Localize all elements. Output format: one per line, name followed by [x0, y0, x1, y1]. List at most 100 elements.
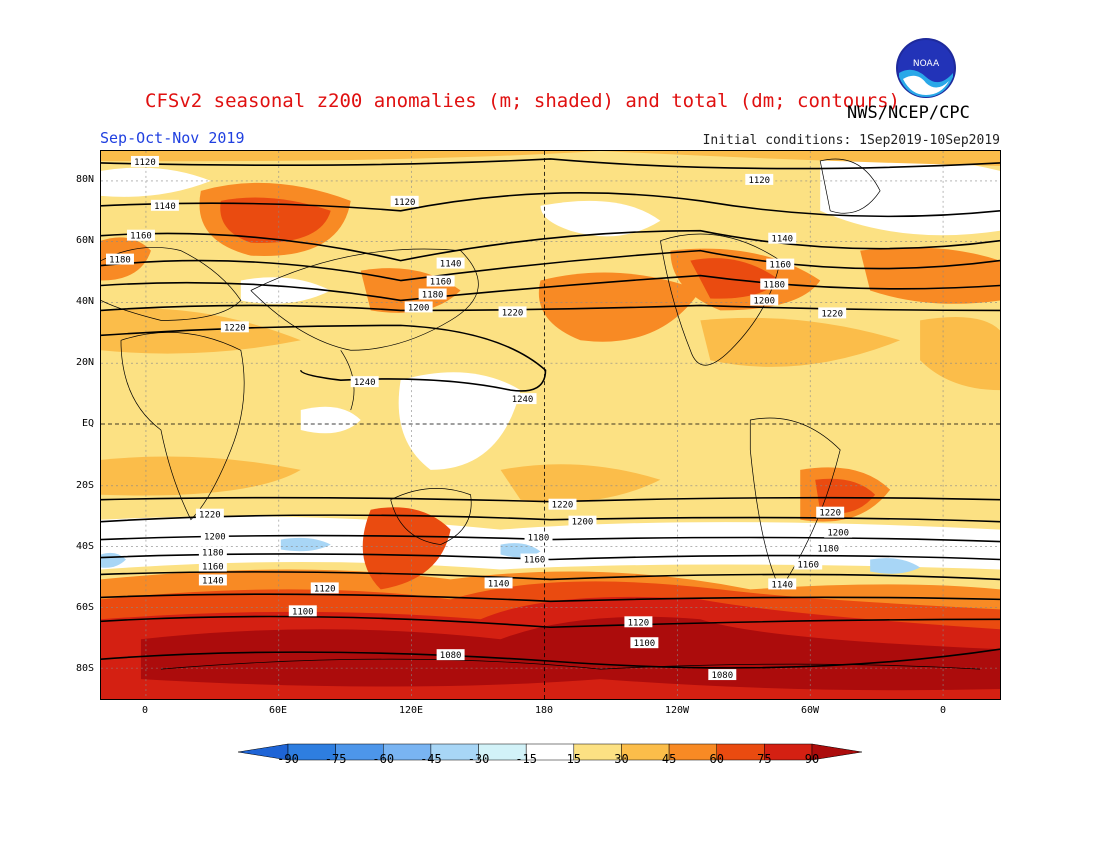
svg-text:1160: 1160 — [769, 261, 791, 271]
svg-text:1160: 1160 — [524, 556, 546, 566]
svg-text:1120: 1120 — [748, 176, 770, 186]
lon-label: 180 — [534, 705, 554, 716]
lon-label: 120W — [664, 705, 690, 716]
lat-lon-grid — [101, 151, 1000, 699]
lat-label: 60S — [75, 602, 94, 613]
lon-label: 0 — [939, 705, 947, 716]
svg-text:1120: 1120 — [314, 584, 336, 594]
colorbar-cell — [811, 743, 862, 761]
svg-text:1160: 1160 — [130, 232, 152, 242]
contour-label: 1200 — [200, 530, 229, 543]
map-title: CFSv2 seasonal z200 anomalies (m; shaded… — [145, 90, 900, 112]
season-label: Sep-Oct-Nov 2019 — [100, 129, 245, 147]
lat-label: 40N — [75, 296, 94, 307]
lon-label: 0 — [141, 705, 149, 716]
svg-text:1200: 1200 — [408, 303, 430, 313]
svg-text:1100: 1100 — [292, 607, 314, 617]
contour-label: 1180 — [814, 542, 843, 555]
contour-label: 1240 — [350, 376, 379, 388]
svg-text:1180: 1180 — [202, 549, 224, 559]
lat-label: 20S — [75, 480, 94, 491]
contour-label: 1160 — [198, 560, 227, 572]
svg-text:1200: 1200 — [572, 518, 594, 528]
height-contours — [101, 158, 1000, 669]
svg-text:1200: 1200 — [753, 296, 775, 306]
colorbar-label: 90 — [804, 752, 820, 766]
contour-label: 1200 — [568, 515, 597, 528]
lat-label: 80N — [75, 174, 94, 185]
colorbar-label: -45 — [420, 752, 442, 766]
svg-text:1120: 1120 — [134, 158, 156, 168]
colorbar-label: 75 — [757, 752, 772, 766]
contour-label: 1120 — [390, 195, 419, 208]
lon-label: 60W — [800, 705, 820, 716]
svg-text:1100: 1100 — [634, 639, 656, 649]
lat-label: EQ — [81, 418, 94, 429]
contour-label: 1160 — [794, 558, 823, 570]
initial-conditions-label: Initial conditions: 1Sep2019-10Sep2019 — [702, 133, 1000, 148]
contour-label: 1160 — [426, 275, 455, 288]
colorbar-label: -75 — [324, 752, 347, 766]
contour-label: 1220 — [548, 498, 577, 511]
contour-label: 1160 — [126, 229, 155, 242]
contour-label: 1220 — [818, 307, 847, 319]
svg-text:1220: 1220 — [552, 501, 574, 511]
svg-text:1160: 1160 — [797, 560, 819, 570]
svg-text:1240: 1240 — [354, 378, 376, 388]
svg-text:1160: 1160 — [202, 562, 224, 572]
colorbar-label: 15 — [566, 752, 582, 766]
svg-text:1220: 1220 — [819, 509, 841, 519]
contour-label: 1220 — [195, 508, 224, 521]
svg-text:1120: 1120 — [394, 198, 416, 208]
contour-label: 1180 — [524, 531, 553, 544]
lon-label: 120E — [398, 705, 424, 716]
svg-text:1180: 1180 — [763, 281, 785, 291]
contour-label: 1140 — [768, 578, 797, 590]
contour-label: 1140 — [484, 577, 513, 589]
colorbar-label: -15 — [515, 752, 538, 766]
contour-label: 1180 — [760, 278, 789, 291]
anomaly-shading — [101, 151, 1000, 699]
contour-label: 1100 — [630, 637, 659, 649]
contour-label: 1120 — [130, 155, 159, 168]
contour-label: 1140 — [198, 574, 227, 586]
svg-text:1080: 1080 — [711, 671, 733, 681]
svg-text:1220: 1220 — [821, 309, 843, 319]
map-panel: 1120 1140 1160 1180 1220 1240 1240 1120 … — [100, 150, 1001, 700]
svg-text:1200: 1200 — [204, 533, 226, 543]
colorbar-label: 60 — [709, 752, 724, 766]
contour-label: 1100 — [288, 605, 317, 617]
contour-label: 1200 — [824, 526, 853, 539]
svg-text:1140: 1140 — [154, 202, 176, 212]
contour-label: 1200 — [750, 294, 779, 306]
contour-label: 1180 — [418, 288, 447, 300]
contour-label: 1120 — [745, 173, 774, 186]
contour-labels: 1120 1140 1160 1180 1220 1240 1240 1120 … — [105, 155, 853, 681]
lat-label: 40S — [75, 541, 94, 552]
contour-label: 1200 — [404, 301, 433, 313]
logo-text: NOAA — [913, 59, 940, 69]
contour-label: 1140 — [768, 232, 797, 245]
noaa-logo: NOAA — [896, 38, 956, 98]
contour-label: 1160 — [520, 553, 549, 566]
lon-label: 60E — [268, 705, 288, 716]
contour-label: 1080 — [436, 649, 465, 661]
svg-text:1140: 1140 — [202, 576, 224, 586]
contour-label: 1120 — [624, 616, 653, 628]
lat-label: 20N — [75, 357, 94, 368]
svg-text:1180: 1180 — [817, 545, 839, 555]
svg-text:1220: 1220 — [502, 308, 524, 318]
contour-label: 1240 — [508, 393, 537, 405]
colorbar-label: -30 — [467, 752, 490, 766]
contour-label: 1220 — [498, 306, 527, 318]
svg-text:1240: 1240 — [512, 395, 534, 405]
contour-label: 1220 — [220, 321, 249, 333]
contour-label: 1220 — [816, 506, 845, 519]
lat-label: 60N — [75, 235, 94, 246]
svg-text:1160: 1160 — [430, 278, 452, 288]
svg-text:1180: 1180 — [528, 534, 550, 544]
contour-label: 1160 — [766, 258, 795, 271]
contour-label: 1140 — [436, 257, 465, 270]
svg-text:1120: 1120 — [628, 618, 650, 628]
svg-text:1180: 1180 — [422, 290, 444, 300]
